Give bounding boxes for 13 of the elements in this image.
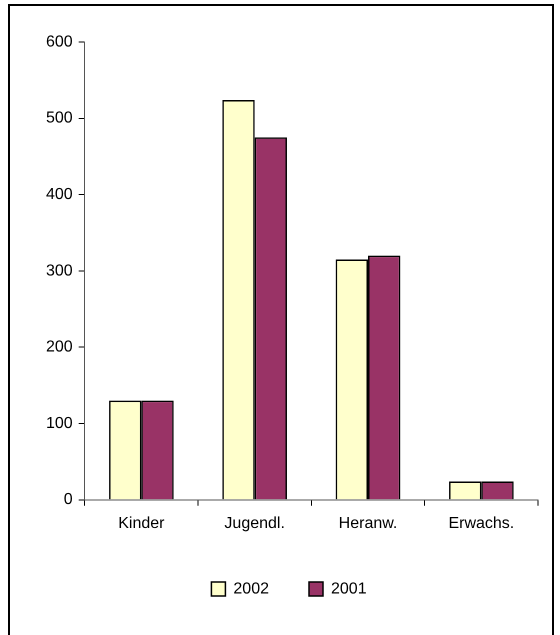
- y-tick-label: 300: [46, 262, 73, 280]
- x-tick-label: Kinder: [118, 514, 166, 532]
- y-tick-label: 0: [64, 491, 73, 508]
- y-tick-label: 200: [46, 338, 73, 356]
- x-tick-label: Heranw.: [338, 514, 398, 532]
- legend-label: 2001: [331, 580, 367, 598]
- y-tick-label: 500: [46, 110, 73, 127]
- y-tick-label: 100: [46, 414, 73, 432]
- legend-label: 2002: [233, 580, 270, 598]
- y-tick-label: 600: [46, 33, 73, 50]
- x-tick-label: Jugendl.: [224, 514, 285, 532]
- y-tick-label: 400: [46, 186, 73, 204]
- x-tick-label: Erwachs.: [448, 514, 514, 532]
